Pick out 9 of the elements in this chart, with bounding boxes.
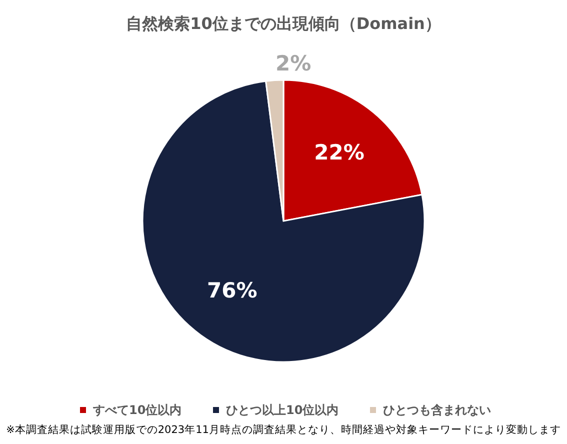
data-label: 22% (314, 140, 364, 165)
legend-label: すべて10位以内 (92, 403, 182, 417)
data-label: 76% (206, 278, 258, 303)
legend-label: ひとつ以上10位以内 (226, 403, 339, 417)
chart-title: 自然検索10位までの出現傾向（Domain） (126, 14, 441, 33)
text: ※本調査結果は試験運用版での2023年11月時点の調査結果となり、時間経過や対象キーワードにより変動します (6, 423, 561, 436)
pie-slice (142, 80, 425, 363)
legend-label: ひとつも含まれない (383, 403, 491, 417)
data-label: 2% (276, 51, 312, 76)
